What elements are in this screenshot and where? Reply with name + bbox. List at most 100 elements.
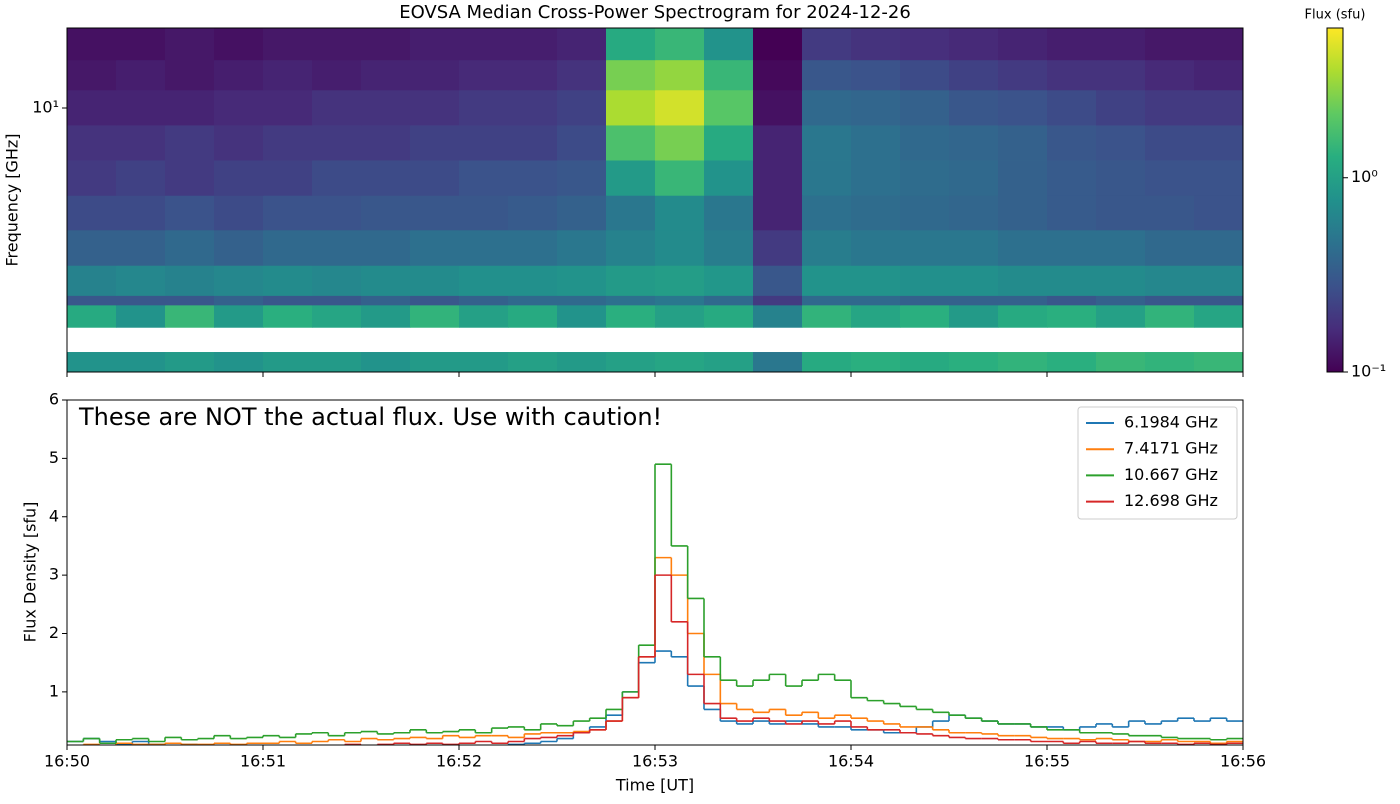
heatmap-cell [802,352,852,372]
heatmap-cell [655,265,705,296]
heatmap-cell [1047,28,1097,61]
heatmap-cell [410,295,460,306]
heatmap-cell [508,195,558,231]
heatmap-cell [998,304,1048,328]
heatmap-cell [1194,160,1243,196]
heatmap-cell [459,295,509,306]
heatmap-cell [410,59,460,91]
heatmap-cell [753,89,803,126]
heatmap-cell [753,295,803,306]
heatmap-cell [851,59,901,91]
heatmap-cell [998,59,1048,91]
heatmap-cell [606,304,656,328]
heatmap-cell [361,352,411,372]
heatmap-cell [508,304,558,328]
heatmap-cell [459,28,509,61]
x-tick-label: 16:55 [1024,752,1070,771]
heatmap-cell [1194,125,1243,161]
heatmap-cell [998,160,1048,196]
heatmap-cell [606,229,656,266]
heatmap-cell [802,295,852,306]
heatmap-cell [998,28,1048,61]
heatmap-cell [1047,229,1097,266]
heatmap-cell [312,28,362,61]
heatmap-cell [459,304,509,328]
heatmap-cell [116,28,166,61]
heatmap-cell [557,125,607,161]
heatmap-cell [998,229,1048,266]
heatmap-cell [214,59,264,91]
heatmap-cell [361,89,411,126]
chart-title: EOVSA Median Cross-Power Spectrogram for… [399,2,911,23]
heatmap-cell [655,195,705,231]
y-tick-label: 2 [49,623,59,642]
heatmap-cell [165,352,215,372]
heatmap-cell [1047,125,1097,161]
x-tick-label: 16:52 [436,752,482,771]
heatmap-cell [998,89,1048,126]
heatmap-cell [312,59,362,91]
y-tick-label: 3 [49,565,59,584]
colorbar-tick-label: 10⁰ [1351,167,1378,186]
heatmap-cell [753,59,803,91]
heatmap-cell [704,89,754,126]
heatmap-cell [312,352,362,372]
heatmap-cell [116,295,166,306]
heatmap-cell [214,195,264,231]
heatmap-cell [508,229,558,266]
heatmap-cell [557,295,607,306]
heatmap-cell [508,265,558,296]
heatmap-cell [851,125,901,161]
heatmap-cell [214,28,264,61]
x-tick-label: 16:51 [240,752,286,771]
heatmap-cell [165,59,215,91]
heatmap-cell [1096,229,1146,266]
heatmap-cell [949,229,999,266]
annotation: These are NOT the actual flux. Use with … [78,403,662,431]
heatmap-cell [1194,229,1243,266]
heatmap-cell [655,125,705,161]
heatmap-cell [361,229,411,266]
heatmap-cell [67,352,117,372]
heatmap-cell [410,352,460,372]
heatmap-cell [606,352,656,372]
heatmap-cell [67,229,117,266]
heatmap-cell [116,160,166,196]
heatmap-cell [753,265,803,296]
heatmap-cell [459,352,509,372]
heatmap-cell [1096,295,1146,306]
heatmap-cell [557,195,607,231]
heatmap-cell [753,160,803,196]
heatmap-cell [949,28,999,61]
heatmap-cell [802,160,852,196]
heatmap-cell [410,28,460,61]
colorbar-tick-label: 10⁻¹ [1351,362,1386,381]
heatmap-cell [802,28,852,61]
y-axis-label: Frequency [GHz] [3,133,22,266]
heatmap-cell [361,295,411,306]
heatmap-cell [67,160,117,196]
heatmap-cell [263,89,313,126]
heatmap-cell [410,195,460,231]
heatmap-cell [802,89,852,126]
y-tick-label: 4 [49,506,59,525]
heatmap-cell [851,229,901,266]
heatmap-cell [606,125,656,161]
heatmap-cell [410,265,460,296]
heatmap-cell [1145,125,1195,161]
heatmap-cell [312,229,362,266]
heatmap-cell [165,160,215,196]
heatmap-cell [67,59,117,91]
heatmap-cell [606,59,656,91]
y-tick-label: 10¹ [32,97,59,116]
heatmap-cell [116,89,166,126]
heatmap-cell [165,89,215,126]
heatmap-cell [410,160,460,196]
axes-frame [66,399,1244,746]
heatmap-cell [1096,160,1146,196]
heatmap-cell [361,265,411,296]
heatmap-cell [606,295,656,306]
heatmap-cell [312,160,362,196]
heatmap-cell [116,195,166,231]
heatmap-cell [67,295,117,306]
